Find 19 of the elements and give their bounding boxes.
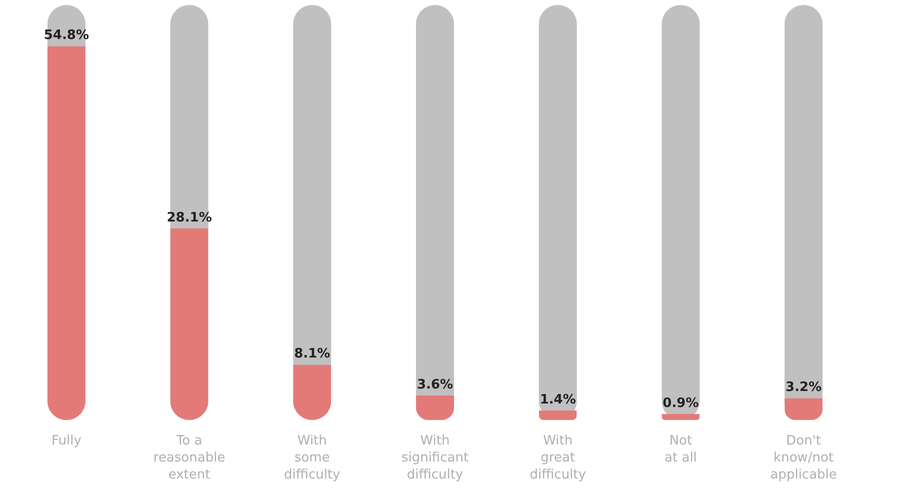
data-label: 54.8% — [44, 28, 89, 44]
data-label: 0.9% — [662, 396, 699, 411]
data-label: 3.6% — [416, 377, 454, 392]
data-label: 3.2% — [786, 380, 822, 396]
data-label: 1.4% — [540, 392, 576, 408]
x-tick-label: To a reasonable extent — [153, 434, 226, 482]
bar — [293, 364, 332, 420]
x-tick-label: With some difficulty — [284, 434, 341, 482]
data-label: 8.1% — [294, 346, 330, 362]
bar — [784, 398, 823, 420]
x-tick-label: Fully — [51, 434, 82, 448]
bar — [662, 414, 700, 420]
bar — [538, 410, 577, 420]
bar — [416, 395, 454, 420]
x-tick-label: Not at all — [664, 434, 697, 466]
x-tick-label: With significant difficulty — [401, 434, 469, 482]
x-tick-label: With great difficulty — [530, 434, 586, 482]
x-tick-label: Don't know/not applicable — [770, 434, 837, 482]
data-label: 28.1% — [166, 210, 212, 226]
